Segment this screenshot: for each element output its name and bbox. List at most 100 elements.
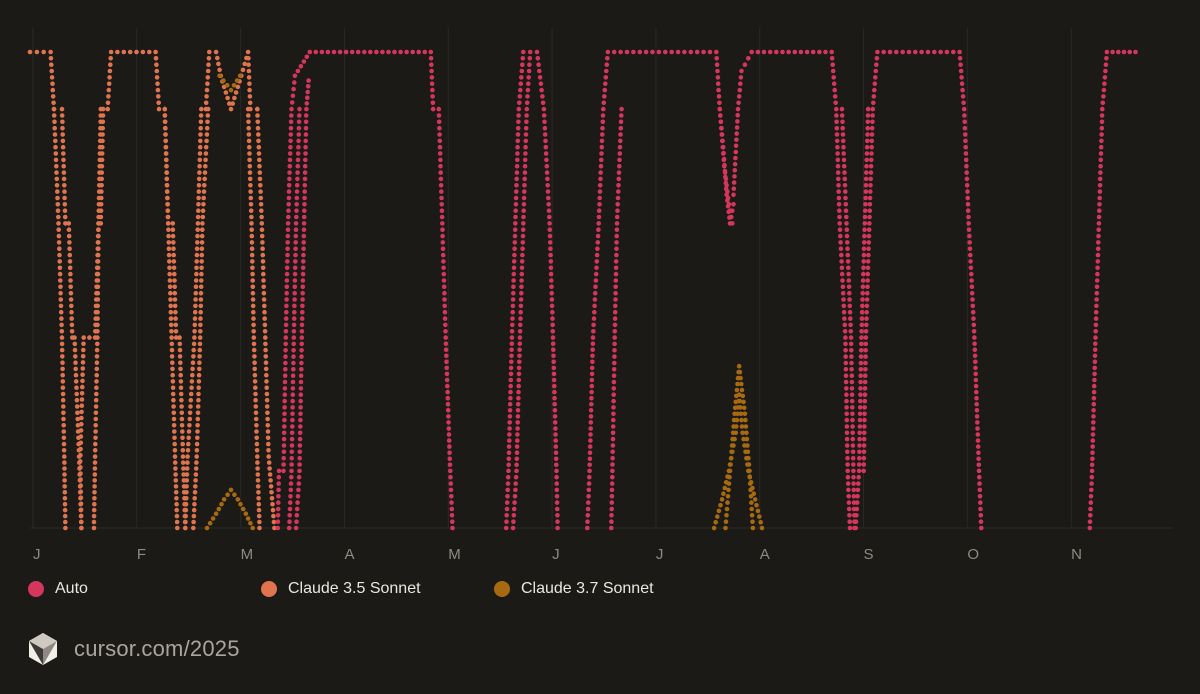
auto-dot — [449, 500, 454, 505]
legend-item-claude-35[interactable]: Claude 3.5 Sonnet — [261, 580, 421, 598]
x-tick-label: J — [552, 546, 560, 563]
auto-dot — [276, 500, 281, 505]
auto-dot — [1101, 94, 1106, 99]
auto-dot — [298, 417, 303, 423]
claude-35-dot — [195, 214, 201, 220]
auto-dot — [973, 377, 979, 383]
claude-37-dot — [739, 381, 744, 387]
claude-35-dot — [94, 366, 100, 372]
auto-dot — [550, 316, 555, 321]
claude-35-dot — [260, 259, 266, 264]
auto-dot — [380, 49, 385, 55]
auto-dot — [302, 195, 307, 201]
claude-35-dot — [63, 221, 68, 226]
auto-dot — [291, 367, 296, 372]
auto-dot — [1091, 408, 1096, 413]
claude-35-dot — [195, 404, 201, 409]
auto-dot — [977, 474, 982, 480]
auto-dot — [444, 377, 450, 383]
claude-35-dot — [179, 423, 185, 428]
auto-dot — [438, 163, 443, 169]
auto-dot — [294, 202, 300, 207]
claude-35-dot — [55, 195, 60, 201]
auto-dot — [416, 49, 422, 55]
auto-dot — [841, 144, 846, 150]
auto-dot — [285, 221, 291, 226]
auto-dot — [731, 202, 736, 207]
auto-dot — [544, 163, 550, 169]
legend-item-claude-37[interactable]: Claude 3.7 Sonnet — [494, 580, 654, 598]
claude-35-dot — [93, 410, 99, 416]
auto-dot — [836, 195, 842, 201]
auto-dot — [282, 398, 288, 404]
auto-dot — [968, 265, 974, 271]
auto-dot — [287, 170, 292, 175]
auto-dot — [275, 513, 281, 518]
auto-dot — [513, 474, 519, 480]
claude-35-dot — [167, 259, 172, 264]
claude-35-dot — [94, 372, 99, 378]
claude-35-dot — [108, 49, 114, 55]
claude-37-dot — [730, 436, 735, 442]
claude-35-dot — [242, 61, 247, 67]
claude-35-dot — [49, 75, 55, 80]
auto-dot — [1090, 450, 1095, 456]
auto-dot — [887, 49, 893, 55]
auto-dot — [862, 208, 868, 213]
auto-dot — [299, 329, 305, 334]
claude-35-dot — [62, 472, 67, 477]
auto-dot — [523, 151, 528, 156]
claude-37-dot — [221, 78, 226, 83]
claude-35-dot — [195, 227, 200, 232]
claude-35-dot — [63, 525, 68, 531]
auto-dot — [870, 106, 876, 112]
auto-dot — [445, 401, 451, 407]
auto-dot — [513, 487, 518, 493]
auto-dot — [857, 424, 863, 429]
auto-dot — [862, 379, 868, 385]
auto-dot — [286, 214, 291, 220]
claude-35-dot — [173, 322, 179, 328]
auto-dot — [514, 450, 520, 456]
claude-35-dot — [272, 525, 277, 531]
claude-35-dot — [80, 366, 86, 371]
claude-37-dot — [728, 462, 733, 467]
auto-dot — [520, 246, 525, 251]
auto-dot — [589, 401, 594, 407]
auto-dot — [437, 151, 443, 156]
claude-35-dot — [198, 322, 203, 328]
claude-35-dot — [73, 379, 79, 384]
claude-35-dot — [271, 519, 277, 525]
claude-37-dot — [745, 443, 750, 448]
claude-35-dot — [199, 106, 204, 112]
auto-dot — [869, 125, 875, 131]
auto-dot — [436, 106, 442, 112]
auto-dot — [428, 56, 434, 61]
auto-dot — [601, 106, 606, 112]
claude-35-dot — [258, 202, 264, 207]
auto-dot — [845, 468, 850, 474]
auto-dot — [972, 341, 977, 347]
claude-35-dot — [258, 195, 264, 201]
auto-dot — [441, 284, 447, 290]
auto-dot — [973, 359, 978, 365]
claude-35-dot — [266, 454, 272, 459]
claude-35-dot — [189, 379, 195, 384]
auto-dot — [503, 525, 509, 531]
auto-dot — [439, 214, 445, 220]
auto-dot — [520, 252, 525, 258]
auto-dot — [617, 157, 622, 163]
auto-dot — [285, 233, 291, 239]
claude-35-dot — [156, 100, 161, 106]
claude-35-dot — [257, 176, 263, 182]
claude-35-dot — [198, 119, 204, 125]
auto-dot — [287, 151, 293, 156]
claude-35-dot — [261, 271, 266, 277]
claude-35-dot — [255, 132, 261, 137]
auto-dot — [865, 138, 870, 144]
claude-35-dot — [256, 501, 262, 507]
claude-37-dot — [719, 497, 725, 502]
claude-35-dot — [94, 385, 99, 391]
auto-dot — [739, 68, 744, 74]
legend-item-auto[interactable]: Auto — [28, 580, 88, 598]
